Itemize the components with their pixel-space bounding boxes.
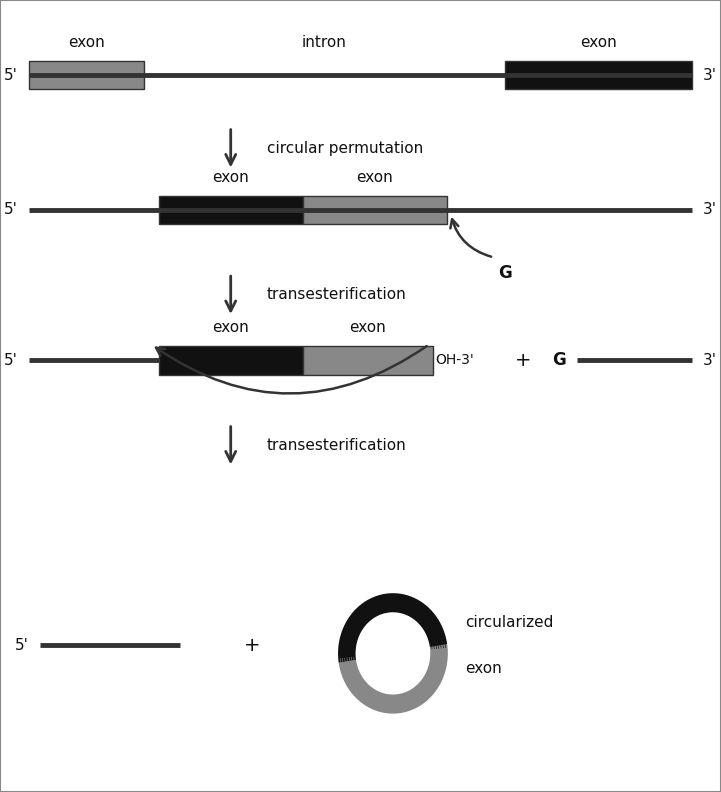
- Text: circular permutation: circular permutation: [267, 141, 423, 155]
- Text: transesterification: transesterification: [267, 287, 407, 302]
- Text: +: +: [515, 351, 531, 370]
- FancyBboxPatch shape: [159, 196, 303, 224]
- FancyBboxPatch shape: [303, 196, 447, 224]
- Text: 3': 3': [703, 353, 717, 367]
- Wedge shape: [339, 648, 447, 713]
- Text: exon: exon: [465, 661, 502, 676]
- Text: exon: exon: [580, 35, 616, 50]
- Text: exon: exon: [213, 169, 249, 185]
- Wedge shape: [339, 594, 447, 659]
- Text: 5': 5': [15, 638, 29, 653]
- Text: OH-3': OH-3': [435, 353, 474, 367]
- FancyBboxPatch shape: [505, 61, 692, 89]
- Text: 5': 5': [4, 68, 18, 82]
- Text: intron: intron: [302, 35, 347, 50]
- Text: 3': 3': [703, 203, 717, 217]
- Text: exon: exon: [213, 320, 249, 335]
- Text: exon: exon: [349, 320, 386, 335]
- FancyBboxPatch shape: [303, 346, 433, 375]
- FancyBboxPatch shape: [29, 61, 144, 89]
- Text: G: G: [552, 352, 566, 369]
- Text: G: G: [497, 264, 512, 282]
- Text: 5': 5': [4, 203, 18, 217]
- Text: circularized: circularized: [465, 615, 554, 630]
- Text: 3': 3': [703, 68, 717, 82]
- Text: exon: exon: [68, 35, 105, 50]
- Text: +: +: [244, 636, 260, 655]
- Text: transesterification: transesterification: [267, 438, 407, 452]
- Text: 5': 5': [4, 353, 18, 367]
- FancyBboxPatch shape: [159, 346, 303, 375]
- Text: exon: exon: [356, 169, 393, 185]
